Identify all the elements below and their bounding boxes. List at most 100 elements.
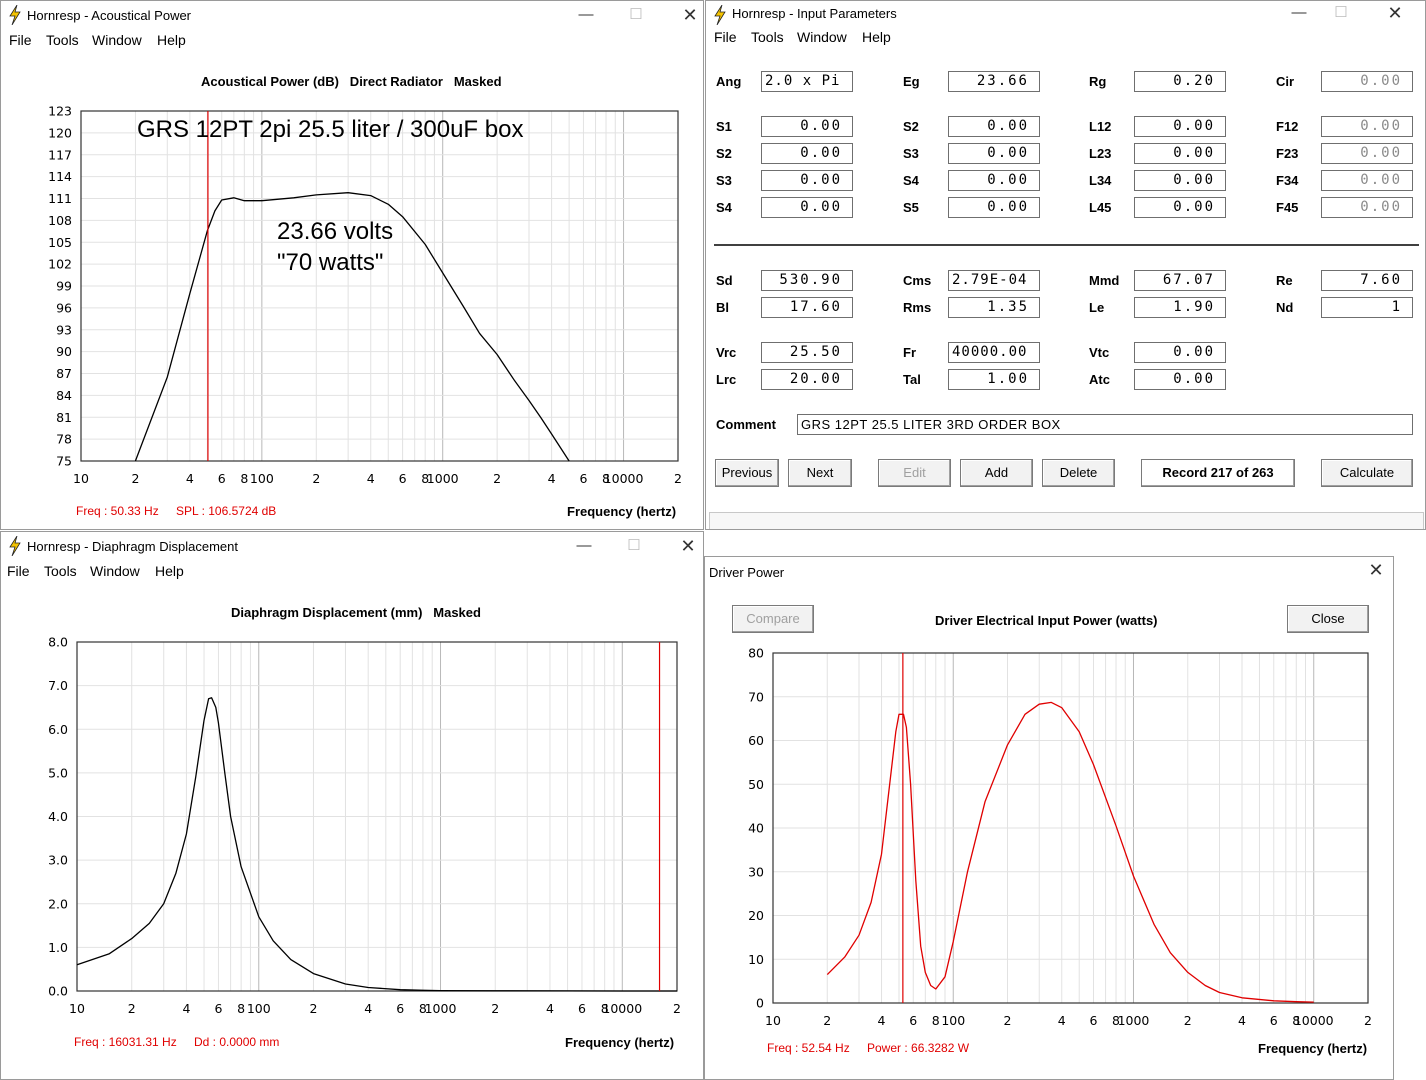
menu-tools[interactable]: Tools [751,29,784,45]
edit-button[interactable]: Edit [878,459,951,487]
field-re[interactable]: 7.60 [1321,270,1413,291]
field-lrc[interactable]: 20.00 [761,369,853,390]
x-tick-label: 6 [1090,1013,1098,1028]
field-eg[interactable]: 23.66 [948,71,1040,92]
field-cir[interactable]: 0.00 [1321,71,1413,92]
field-vtc[interactable]: 0.00 [1134,342,1226,363]
field-le[interactable]: 1.90 [1134,297,1226,318]
field-l45[interactable]: 0.00 [1134,197,1226,218]
field-cms[interactable]: 2.79E-04 [948,270,1040,291]
field-rms[interactable]: 1.35 [948,297,1040,318]
field-bl[interactable]: 17.60 [761,297,853,318]
x-tick-label: 2 [674,471,682,486]
x-tick-label: 6 [218,471,226,486]
close-icon[interactable]: ✕ [682,5,698,25]
field-ang[interactable]: 2.0 x Pi [761,71,853,92]
compare-button[interactable]: Compare [732,605,814,633]
label-cir: Cir [1276,74,1295,89]
params-titlebar[interactable]: Hornresp - Input Parameters — ☐ ✕ [706,1,1425,29]
delete-button[interactable]: Delete [1042,459,1115,487]
displacement-titlebar[interactable]: Hornresp - Diaphragm Displacement — ☐ ✕ [1,532,703,560]
diaphragm-displacement-window: Hornresp - Diaphragm Displacement — ☐ ✕ … [0,531,704,1080]
field-s2[interactable]: 0.00 [761,143,853,164]
annotation-volts: 23.66 volts [277,218,393,245]
field-rg[interactable]: 0.20 [1134,71,1226,92]
field-s1[interactable]: 0.00 [761,116,853,137]
displacement-chart[interactable]: 8.07.06.05.04.03.02.01.00.010 2 4 6 8 100 2 4 6 8… [1,632,704,1032]
y-tick-label: 70 [748,689,764,704]
field-s3[interactable]: 0.00 [761,170,853,191]
cursor-frequency: Freq : 50.33 Hz [76,504,159,518]
field-f23[interactable]: 0.00 [1321,143,1413,164]
maximize-icon[interactable]: ☐ [627,537,641,554]
field-s2[interactable]: 0.00 [948,116,1040,137]
close-icon[interactable]: ✕ [1368,560,1384,580]
minimize-icon[interactable]: — [1291,4,1307,21]
comment-field[interactable]: GRS 12PT 25.5 LITER 3RD ORDER BOX [797,414,1413,435]
add-button[interactable]: Add [960,459,1033,487]
menu-tools[interactable]: Tools [46,32,79,48]
field-f45[interactable]: 0.00 [1321,197,1413,218]
x-tick-label: 6 [214,1001,222,1016]
close-icon[interactable]: ✕ [1387,3,1403,23]
y-tick-label: 7.0 [48,678,68,693]
field-l23[interactable]: 0.00 [1134,143,1226,164]
close-icon[interactable]: ✕ [680,536,696,556]
field-mmd[interactable]: 67.07 [1134,270,1226,291]
calculate-button[interactable]: Calculate [1321,459,1413,487]
field-s4[interactable]: 0.00 [948,170,1040,191]
field-vrc[interactable]: 25.50 [761,342,853,363]
field-nd[interactable]: 1 [1321,297,1413,318]
field-s3[interactable]: 0.00 [948,143,1040,164]
series-line [826,701,1314,1003]
menu-file[interactable]: File [9,32,32,48]
menu-tools[interactable]: Tools [44,563,77,579]
y-tick-label: 10 [748,952,764,967]
next-button[interactable]: Next [788,459,852,487]
x-tick-label: 4 [548,471,556,486]
x-tick-label: 8 [419,1001,427,1016]
field-l12[interactable]: 0.00 [1134,116,1226,137]
field-f12[interactable]: 0.00 [1321,116,1413,137]
field-tal[interactable]: 1.00 [948,369,1040,390]
minimize-icon[interactable]: — [578,6,594,23]
label-fr: Fr [903,345,916,360]
menu-window[interactable]: Window [92,32,142,48]
menu-file[interactable]: File [714,29,737,45]
label-f45: F45 [1276,200,1299,215]
y-tick-label: 4.0 [48,809,68,824]
menu-help[interactable]: Help [157,32,186,48]
x-axis-label: Frequency (hertz) [567,504,677,519]
maximize-icon[interactable]: ☐ [1334,4,1348,21]
x-tick-label: 6 [909,1013,917,1028]
menu-help[interactable]: Help [155,563,184,579]
field-l34[interactable]: 0.00 [1134,170,1226,191]
acoustic-titlebar[interactable]: Hornresp - Acoustical Power — ☐ ✕ [1,1,703,29]
x-tick-label: 8 [240,471,248,486]
minimize-icon[interactable]: — [576,537,592,554]
menu-file[interactable]: File [7,563,30,579]
power-titlebar[interactable]: Driver Power ✕ [705,557,1393,585]
field-s4[interactable]: 0.00 [761,197,853,218]
acoustic-chart[interactable]: 1231201171141111081051029996939087848178… [1,101,704,491]
x-tick-label: 2 [128,1001,136,1016]
menu-window[interactable]: Window [797,29,847,45]
menu-help[interactable]: Help [862,29,891,45]
y-tick-label: 30 [748,864,764,879]
y-tick-label: 111 [48,191,72,206]
menu-window[interactable]: Window [90,563,140,579]
field-atc[interactable]: 0.00 [1134,369,1226,390]
close-button[interactable]: Close [1287,605,1369,633]
maximize-icon[interactable]: ☐ [629,6,643,23]
field-s5[interactable]: 0.00 [948,197,1040,218]
x-tick-label: 2 [823,1013,831,1028]
field-sd[interactable]: 530.90 [761,270,853,291]
x-tick-label: 8 [932,1013,940,1028]
y-tick-label: 8.0 [48,635,68,650]
field-fr[interactable]: 40000.00 [948,342,1040,363]
y-tick-label: 2.0 [48,896,68,911]
cursor-frequency: Freq : 52.54 Hz [767,1041,850,1055]
field-f34[interactable]: 0.00 [1321,170,1413,191]
previous-button[interactable]: Previous [715,459,779,487]
